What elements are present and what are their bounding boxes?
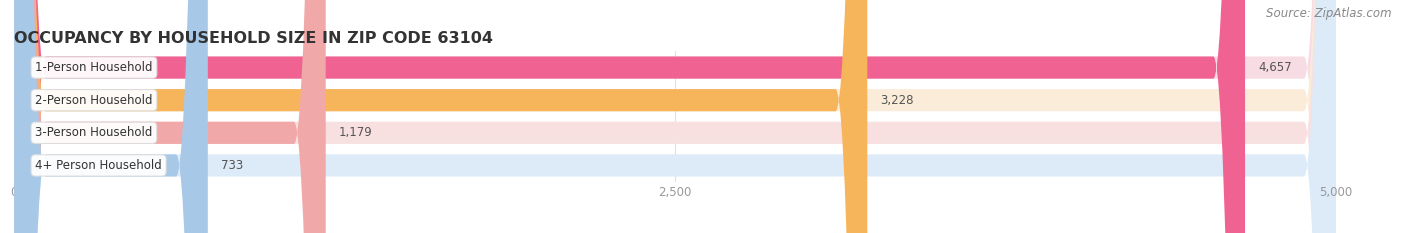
FancyBboxPatch shape <box>14 0 1336 233</box>
Text: 1-Person Household: 1-Person Household <box>35 61 153 74</box>
FancyBboxPatch shape <box>14 0 1246 233</box>
Text: Source: ZipAtlas.com: Source: ZipAtlas.com <box>1267 7 1392 20</box>
Text: 2-Person Household: 2-Person Household <box>35 94 153 107</box>
Text: 3-Person Household: 3-Person Household <box>35 126 153 139</box>
FancyBboxPatch shape <box>14 0 326 233</box>
FancyBboxPatch shape <box>14 0 1336 233</box>
FancyBboxPatch shape <box>14 0 868 233</box>
Text: 4,657: 4,657 <box>1258 61 1292 74</box>
Text: OCCUPANCY BY HOUSEHOLD SIZE IN ZIP CODE 63104: OCCUPANCY BY HOUSEHOLD SIZE IN ZIP CODE … <box>14 31 494 46</box>
Text: 4+ Person Household: 4+ Person Household <box>35 159 162 172</box>
Text: 1,179: 1,179 <box>339 126 373 139</box>
FancyBboxPatch shape <box>14 0 208 233</box>
FancyBboxPatch shape <box>14 0 1336 233</box>
Text: 733: 733 <box>221 159 243 172</box>
Text: 3,228: 3,228 <box>880 94 914 107</box>
FancyBboxPatch shape <box>14 0 1336 233</box>
